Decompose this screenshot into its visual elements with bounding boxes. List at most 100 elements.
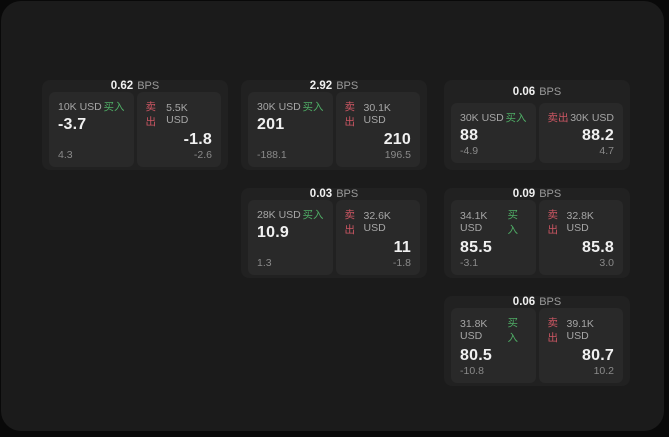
card-header: 0.06 BPS <box>444 80 630 103</box>
buy-side-label: 买入 <box>103 101 125 113</box>
buy-tile-header: 31.8K USD 买入 <box>460 315 527 345</box>
card-header: 0.62 BPS <box>42 80 228 92</box>
bps-value: 0.09 <box>512 188 536 200</box>
bps-value: 0.06 <box>512 296 536 308</box>
sell-tile-header: 卖出 30.1K USD <box>345 99 412 129</box>
buy-amount: 30K USD <box>257 100 301 113</box>
main-surface: 0.62 BPS 10K USD 买入 -3.7 4.3 卖出 5.5K USD… <box>1 1 664 431</box>
card-body: 34.1K USD 买入 85.5 -3.1 卖出 32.8K USD 85.8… <box>444 200 630 282</box>
buy-tile[interactable]: 30K USD 买入 201 -188.1 <box>248 92 333 167</box>
buy-tile[interactable]: 34.1K USD 买入 85.5 -3.1 <box>451 200 536 275</box>
bps-unit-label: BPS <box>539 296 562 308</box>
buy-tile[interactable]: 10K USD 买入 -3.7 4.3 <box>49 92 134 167</box>
buy-amount: 31.8K USD <box>460 318 488 342</box>
buy-amount: 10K USD <box>58 100 102 113</box>
card-header: 0.03 BPS <box>241 188 427 200</box>
sell-amount: 32.8K USD <box>566 210 594 234</box>
quote-card-1: 0.62 BPS 10K USD 买入 -3.7 4.3 卖出 5.5K USD… <box>42 80 228 170</box>
bps-unit-label: BPS <box>336 80 359 92</box>
sell-delta: 3.0 <box>599 257 614 269</box>
sell-side-label: 卖出 <box>344 101 356 128</box>
sell-price: 210 <box>383 131 411 148</box>
buy-tile[interactable]: 28K USD 买入 10.9 1.3 <box>248 200 333 275</box>
buy-side-label: 买入 <box>507 317 519 344</box>
bps-value: 0.06 <box>512 85 536 98</box>
buy-tile[interactable]: 31.8K USD 买入 80.5 -10.8 <box>451 308 536 383</box>
buy-price: 85.5 <box>460 239 492 256</box>
sell-amount: 30.1K USD <box>363 102 391 126</box>
buy-side-label: 买入 <box>302 101 324 113</box>
buy-delta: -4.9 <box>460 145 479 157</box>
buy-tile[interactable]: 30K USD 买入 88 -4.9 <box>451 103 536 163</box>
sell-price: -1.8 <box>183 131 212 148</box>
sell-tile-header: 卖出 30K USD <box>548 110 615 125</box>
sell-tile[interactable]: 卖出 32.8K USD 85.8 3.0 <box>538 200 623 275</box>
sell-tile[interactable]: 卖出 32.6K USD 11 -1.8 <box>335 200 420 275</box>
bps-value: 0.03 <box>309 188 333 200</box>
buy-price: -3.7 <box>58 116 87 133</box>
buy-side-label: 买入 <box>507 209 519 236</box>
sell-tile-header: 卖出 32.8K USD <box>548 207 615 237</box>
buy-price: 88 <box>460 127 479 144</box>
card-body: 10K USD 买入 -3.7 4.3 卖出 5.5K USD -1.8 -2.… <box>42 92 228 174</box>
sell-delta: 10.2 <box>593 365 614 377</box>
buy-delta: 4.3 <box>58 149 73 161</box>
bps-value: 2.92 <box>309 80 333 92</box>
bps-unit-label: BPS <box>137 80 160 92</box>
card-header: 0.09 BPS <box>444 188 630 200</box>
buy-price: 10.9 <box>257 224 289 241</box>
buy-tile-header: 28K USD 买入 <box>257 207 324 222</box>
quote-card-2: 2.92 BPS 30K USD 买入 201 -188.1 卖出 30.1K … <box>241 80 427 170</box>
buy-price: 80.5 <box>460 347 492 364</box>
bps-unit-label: BPS <box>539 85 562 98</box>
sell-tile-header: 卖出 32.6K USD <box>345 207 412 237</box>
sell-delta: 196.5 <box>384 149 411 161</box>
sell-tile[interactable]: 卖出 5.5K USD -1.8 -2.6 <box>136 92 221 167</box>
bps-unit-label: BPS <box>539 188 562 200</box>
sell-price: 88.2 <box>582 127 614 144</box>
bps-value: 0.62 <box>110 80 134 92</box>
buy-price: 201 <box>257 116 285 133</box>
card-header: 0.06 BPS <box>444 296 630 308</box>
sell-delta: -1.8 <box>392 257 411 269</box>
card-header: 2.92 BPS <box>241 80 427 92</box>
buy-side-label: 买入 <box>302 209 324 221</box>
buy-delta: -188.1 <box>257 149 287 161</box>
buy-tile-header: 30K USD 买入 <box>460 110 527 125</box>
sell-delta: 4.7 <box>599 145 614 157</box>
buy-amount: 28K USD <box>257 208 301 221</box>
sell-tile[interactable]: 卖出 39.1K USD 80.7 10.2 <box>538 308 623 383</box>
sell-side-label: 卖出 <box>145 101 157 128</box>
card-body: 28K USD 买入 10.9 1.3 卖出 32.6K USD 11 -1.8 <box>241 200 427 282</box>
sell-amount: 5.5K USD <box>166 102 189 126</box>
quote-card-3: 0.06 BPS 30K USD 买入 88 -4.9 卖出 30K USD 8… <box>444 80 630 170</box>
sell-side-label: 卖出 <box>344 209 356 236</box>
buy-tile-header: 34.1K USD 买入 <box>460 207 527 237</box>
sell-side-label: 卖出 <box>547 209 559 236</box>
buy-tile-header: 10K USD 买入 <box>58 99 125 114</box>
sell-tile[interactable]: 卖出 30K USD 88.2 4.7 <box>538 103 623 163</box>
sell-amount: 30K USD <box>570 111 614 124</box>
sell-amount: 32.6K USD <box>363 210 391 234</box>
quote-card-5: 0.09 BPS 34.1K USD 买入 85.5 -3.1 卖出 32.8K… <box>444 188 630 278</box>
card-body: 30K USD 买入 201 -188.1 卖出 30.1K USD 210 1… <box>241 92 427 174</box>
bps-unit-label: BPS <box>336 188 359 200</box>
buy-delta: -3.1 <box>460 257 479 269</box>
sell-tile[interactable]: 卖出 30.1K USD 210 196.5 <box>335 92 420 167</box>
sell-price: 80.7 <box>582 347 614 364</box>
buy-side-label: 买入 <box>505 112 527 124</box>
sell-price: 11 <box>393 239 411 256</box>
sell-tile-header: 卖出 5.5K USD <box>146 99 213 129</box>
buy-amount: 34.1K USD <box>460 210 488 234</box>
quote-card-6: 0.06 BPS 31.8K USD 买入 80.5 -10.8 卖出 39.1… <box>444 296 630 386</box>
sell-amount: 39.1K USD <box>566 318 594 342</box>
sell-side-label: 卖出 <box>547 112 569 124</box>
buy-delta: -10.8 <box>460 365 484 377</box>
buy-delta: 1.3 <box>257 257 272 269</box>
sell-price: 85.8 <box>582 239 614 256</box>
buy-tile-header: 30K USD 买入 <box>257 99 324 114</box>
card-body: 31.8K USD 买入 80.5 -10.8 卖出 39.1K USD 80.… <box>444 308 630 390</box>
card-body: 30K USD 买入 88 -4.9 卖出 30K USD 88.2 4.7 <box>444 103 630 170</box>
sell-tile-header: 卖出 39.1K USD <box>548 315 615 345</box>
sell-side-label: 卖出 <box>547 317 559 344</box>
